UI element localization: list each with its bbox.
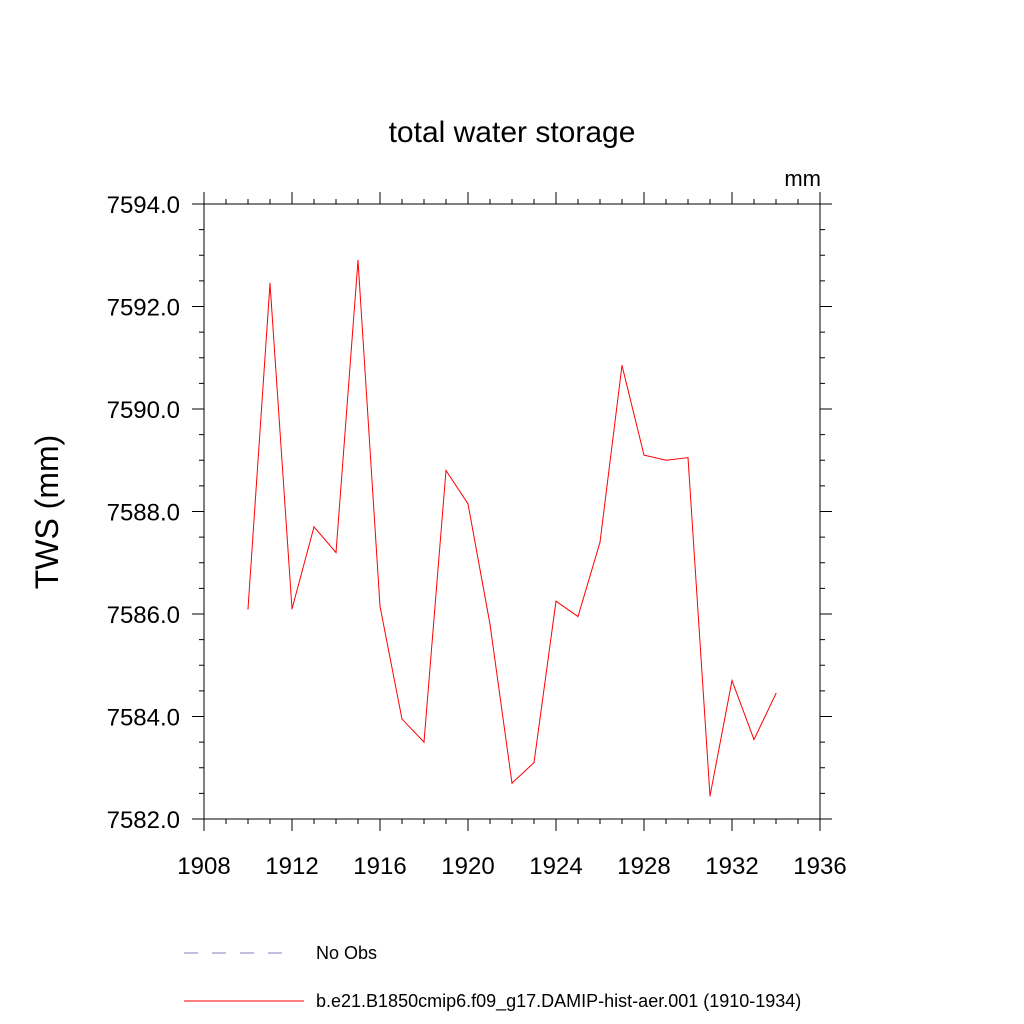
data-point xyxy=(313,526,315,528)
data-point xyxy=(291,608,293,610)
y-tick-label: 7584.0 xyxy=(107,705,180,732)
data-point xyxy=(423,741,425,743)
legend-label-model-run: b.e21.B1850cmip6.f09_g17.DAMIP-hist-aer.… xyxy=(316,991,801,1012)
data-point xyxy=(731,680,733,682)
y-axis-label: TWS (mm) xyxy=(29,435,65,590)
series-line-1 xyxy=(247,260,777,797)
legend-label-no-obs: No Obs xyxy=(316,943,377,963)
y-tick-label: 7594.0 xyxy=(107,192,180,219)
x-tick-label: 1928 xyxy=(617,853,670,880)
y-axis-ticks: 7582.0 7584.0 7586.0 7588.0 7590.0 7592.0 7594… xyxy=(107,192,832,834)
data-point xyxy=(379,605,381,607)
data-point xyxy=(335,551,337,554)
x-tick-label: 1924 xyxy=(529,853,582,880)
series-layer xyxy=(247,259,777,797)
data-point xyxy=(467,503,469,505)
data-point xyxy=(401,718,403,720)
x-tick-label: 1916 xyxy=(353,853,406,880)
data-point xyxy=(577,615,579,618)
x-tick-label: 1912 xyxy=(265,853,318,880)
units-label: mm xyxy=(784,166,821,191)
x-tick-label: 1936 xyxy=(793,853,846,880)
data-point xyxy=(753,738,755,741)
x-axis-ticks: 1908 1912 1916 1920 1924 1928 1932 1936 xyxy=(177,192,847,880)
data-point xyxy=(511,782,513,784)
legend: No Obs b.e21.B1850cmip6.f09_g17.DAMIP-hi… xyxy=(184,943,801,1012)
chart-title: total water storage xyxy=(389,116,636,149)
y-tick-label: 7586.0 xyxy=(107,602,180,629)
data-point xyxy=(533,762,535,764)
data-point xyxy=(445,469,447,472)
data-point xyxy=(489,623,491,625)
x-tick-label: 1908 xyxy=(177,853,230,880)
x-tick-label: 1932 xyxy=(705,853,758,880)
data-point xyxy=(775,692,777,695)
data-point xyxy=(269,282,271,285)
data-point xyxy=(665,459,667,461)
y-tick-label: 7588.0 xyxy=(107,500,180,527)
data-point xyxy=(621,364,623,367)
y-tick-label: 7582.0 xyxy=(107,807,180,834)
data-point xyxy=(709,795,711,797)
data-point xyxy=(555,600,557,602)
data-point xyxy=(599,541,601,543)
data-point xyxy=(357,259,359,261)
x-tick-label: 1920 xyxy=(441,853,494,880)
y-tick-label: 7592.0 xyxy=(107,295,180,322)
y-tick-label: 7590.0 xyxy=(107,397,180,424)
plot-frame xyxy=(203,203,821,820)
data-point xyxy=(643,454,645,456)
data-point xyxy=(247,608,249,610)
data-point xyxy=(687,457,689,459)
